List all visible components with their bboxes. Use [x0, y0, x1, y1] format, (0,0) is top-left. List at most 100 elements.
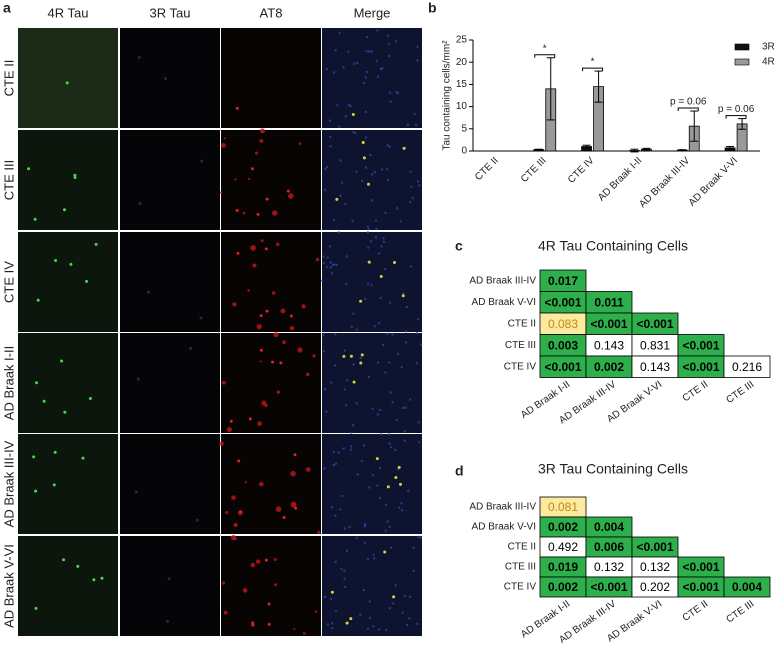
column-label: CTE II [681, 379, 711, 404]
nucleus [374, 236, 378, 239]
nucleus [386, 332, 389, 335]
nucleus [388, 607, 392, 610]
nucleus [388, 91, 392, 94]
micrograph [322, 232, 422, 332]
error-bar [582, 144, 591, 149]
cell [239, 510, 243, 514]
stain [231, 495, 236, 501]
cell [359, 299, 363, 303]
micrograph [221, 333, 321, 433]
stain [272, 210, 278, 216]
nucleus [337, 451, 340, 454]
cell [393, 260, 397, 264]
p-value: 0.004 [732, 580, 762, 594]
cell [248, 417, 252, 421]
nucleus [376, 29, 379, 32]
micrograph [18, 333, 118, 433]
nucleus [369, 153, 372, 157]
micrograph [120, 434, 220, 534]
nucleus [370, 199, 373, 202]
error-bar [726, 146, 735, 150]
nucleus [332, 71, 336, 74]
nucleus [396, 352, 400, 356]
significance-bracket [677, 107, 699, 112]
p-value: 0.143 [640, 360, 670, 374]
nucleus [345, 255, 348, 258]
nucleus [409, 265, 413, 268]
nucleus [367, 50, 371, 53]
row-label: AD Braak I-II [1, 346, 16, 420]
table-cell [723, 355, 771, 378]
nucleus [375, 227, 378, 231]
cell [267, 622, 271, 626]
p-value: 0.202 [640, 580, 670, 594]
stain [221, 143, 226, 148]
nucleus [419, 536, 422, 539]
nucleus [366, 231, 370, 234]
nucleus [379, 296, 382, 300]
nucleus [350, 431, 353, 435]
nucleus [408, 617, 411, 620]
nucleus [370, 284, 373, 287]
stain [221, 581, 226, 585]
row-label: AD Braak III-IV [469, 275, 536, 286]
stain [312, 354, 316, 358]
y-tick-label: 25 [456, 35, 468, 46]
nucleus [351, 219, 354, 222]
column-header: Merge [354, 5, 391, 20]
stain [276, 390, 280, 394]
cell [335, 197, 339, 201]
cell [294, 506, 298, 510]
nucleus [383, 267, 387, 271]
nucleus [355, 170, 358, 173]
column-header: 4R Tau [48, 5, 89, 20]
cell [399, 482, 403, 486]
stain [219, 191, 223, 194]
stain [298, 142, 302, 145]
micrograph [18, 232, 118, 332]
significance-label: p = 0.06 [670, 97, 707, 108]
stain [254, 151, 259, 155]
nucleus [343, 577, 346, 580]
nucleus [387, 42, 391, 45]
cell [267, 602, 271, 606]
p-value: <0.001 [682, 580, 719, 594]
significance-label: * [543, 43, 547, 54]
stain [242, 211, 246, 215]
stain [275, 242, 280, 247]
cell [237, 459, 241, 463]
nucleus [372, 625, 375, 628]
nucleus [400, 509, 404, 512]
significance-bracket [534, 54, 556, 58]
nucleus [369, 240, 373, 243]
nucleus [404, 341, 408, 344]
y-tick-label: 20 [456, 57, 468, 68]
nucleus [364, 76, 368, 79]
cell [63, 208, 67, 212]
stain [256, 323, 262, 330]
nucleus [412, 569, 415, 573]
nucleus [363, 524, 367, 528]
cell [36, 298, 40, 302]
nucleus [384, 503, 388, 507]
micrograph [322, 130, 422, 230]
p-value: 0.004 [594, 520, 624, 534]
p-value: <0.001 [590, 580, 627, 594]
stain [232, 302, 237, 307]
cell [271, 360, 275, 364]
nucleus [375, 59, 378, 63]
nucleus [334, 609, 338, 613]
cell [200, 159, 204, 163]
cell [199, 316, 203, 320]
nucleus [364, 136, 368, 139]
nucleus [326, 623, 330, 626]
micrograph [322, 28, 422, 128]
error-bar [678, 149, 687, 152]
nucleus [368, 600, 371, 603]
nucleus [372, 557, 376, 560]
cell [259, 348, 263, 352]
nucleus [334, 514, 337, 517]
cell [195, 518, 199, 522]
cell [42, 399, 46, 403]
panel-label: a [3, 0, 11, 16]
